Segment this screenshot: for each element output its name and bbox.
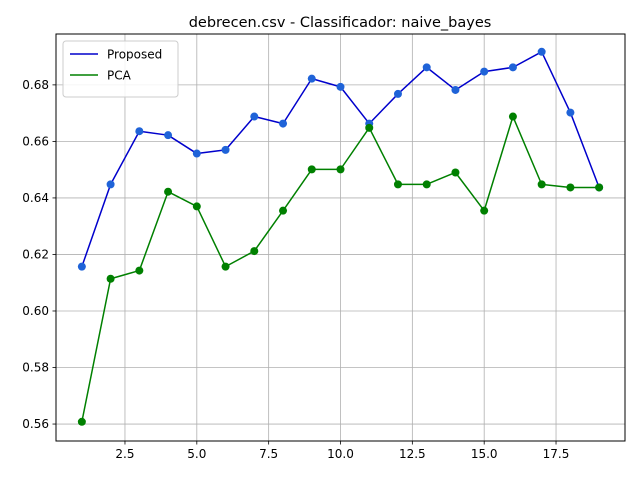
x-tick-label: 17.5 xyxy=(543,447,570,461)
data-point xyxy=(595,183,604,192)
data-point xyxy=(279,119,288,128)
x-tick-label: 10.0 xyxy=(327,447,354,461)
y-tick-label: 0.66 xyxy=(22,134,49,148)
series-pca xyxy=(77,112,604,426)
data-point xyxy=(566,108,575,117)
data-point xyxy=(106,180,115,189)
data-point xyxy=(307,74,316,83)
data-point xyxy=(422,180,431,189)
data-point xyxy=(480,206,489,215)
data-point xyxy=(77,262,86,271)
y-tick-label: 0.58 xyxy=(22,361,49,375)
data-point xyxy=(393,180,402,189)
data-series xyxy=(77,47,604,426)
data-point xyxy=(221,145,230,154)
legend-box xyxy=(62,40,179,98)
y-tick-label: 0.62 xyxy=(22,247,49,261)
x-tick-label: 15.0 xyxy=(471,447,498,461)
data-point xyxy=(451,85,460,94)
data-point xyxy=(451,168,460,177)
data-point xyxy=(250,112,259,121)
chart-title: debrecen.csv - Classificador: naive_baye… xyxy=(189,15,492,31)
legend-label: Proposed xyxy=(107,48,162,62)
x-tick-label: 5.0 xyxy=(187,447,206,461)
data-point xyxy=(192,202,201,211)
data-point xyxy=(77,417,86,426)
x-axis: 2.5 5.0 7.5 10.0 12.5 15.0 17.5 xyxy=(115,441,569,461)
data-point xyxy=(250,247,259,256)
data-point xyxy=(336,82,345,91)
data-point xyxy=(164,131,173,140)
legend: Proposed PCA xyxy=(62,40,179,98)
y-tick-label: 0.64 xyxy=(22,191,49,205)
x-tick-label: 12.5 xyxy=(399,447,426,461)
data-point xyxy=(135,127,144,136)
data-point xyxy=(336,165,345,174)
data-point xyxy=(508,63,517,72)
data-point xyxy=(279,206,288,215)
data-point xyxy=(307,165,316,174)
y-tick-label: 0.60 xyxy=(22,304,49,318)
data-point xyxy=(480,67,489,76)
data-point xyxy=(164,187,173,196)
series-proposed xyxy=(77,47,604,271)
data-point xyxy=(192,149,201,158)
data-point xyxy=(106,274,115,283)
data-point xyxy=(393,89,402,98)
x-tick-label: 7.5 xyxy=(259,447,278,461)
data-point xyxy=(508,112,517,121)
y-tick-label: 0.56 xyxy=(22,417,49,431)
y-axis: 0.56 0.58 0.60 0.62 0.64 0.66 0.68 xyxy=(22,78,56,431)
data-point xyxy=(422,63,431,72)
data-point xyxy=(135,266,144,275)
legend-label: PCA xyxy=(107,69,132,83)
y-tick-label: 0.68 xyxy=(22,78,49,92)
data-point xyxy=(365,123,374,132)
data-point xyxy=(566,183,575,192)
data-point xyxy=(537,180,546,189)
data-point xyxy=(221,262,230,271)
x-tick-label: 2.5 xyxy=(115,447,134,461)
data-point xyxy=(537,47,546,56)
